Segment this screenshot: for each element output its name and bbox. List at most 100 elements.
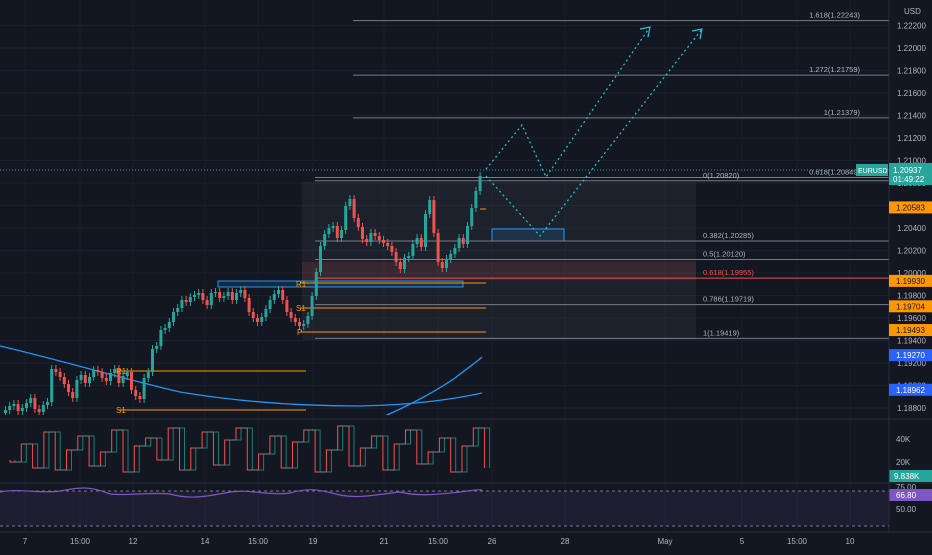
candle-body xyxy=(96,370,100,372)
candle-body xyxy=(155,346,159,349)
arrow-head-icon xyxy=(639,26,651,38)
candle-body xyxy=(37,409,41,412)
rsi-mid-label: 50.00 xyxy=(896,505,917,514)
price-badge xyxy=(889,349,932,362)
time-axis-tick: 28 xyxy=(561,537,570,546)
time-axis-tick: 26 xyxy=(488,537,497,546)
pivot-p-label: P xyxy=(297,328,302,337)
current-price-badge xyxy=(889,163,932,185)
candle-body xyxy=(289,312,293,318)
candle-body xyxy=(415,238,419,244)
price-axis-tick: 1.21800 xyxy=(897,67,926,76)
candle-body xyxy=(4,410,7,413)
arrow-head-icon xyxy=(691,28,703,40)
projection-path-high[interactable] xyxy=(485,26,651,179)
fib-level-label: 0.618(1.19955) xyxy=(703,268,754,277)
time-axis-tick: 15:00 xyxy=(787,537,808,546)
candle-body xyxy=(449,254,453,259)
candle-body xyxy=(365,239,369,242)
candle-body xyxy=(46,402,49,405)
candle-body xyxy=(348,199,352,206)
candle-body xyxy=(125,372,129,376)
price-axis-tick: 1.21400 xyxy=(897,112,926,121)
candle-body xyxy=(79,375,83,380)
projection-path-low[interactable] xyxy=(485,28,703,237)
candle-body xyxy=(209,293,213,305)
candle-body xyxy=(146,372,150,378)
resistance-zone[interactable] xyxy=(217,280,464,288)
price-badge xyxy=(889,324,932,337)
pivot-s1-label: S1 xyxy=(296,304,306,313)
range-box-red xyxy=(302,262,696,280)
candle-body xyxy=(394,252,398,262)
time-axis-tick: 15:00 xyxy=(70,537,91,546)
candle-body xyxy=(306,316,310,324)
grid-lines xyxy=(0,25,889,409)
candle-body xyxy=(134,390,138,396)
candle-body xyxy=(222,296,226,298)
candle-body xyxy=(83,375,87,383)
fib-level-label: 0(1.20820) xyxy=(703,171,740,180)
price-badge-value: 1.19493 xyxy=(896,326,925,335)
price-axis-tick: 1.20400 xyxy=(897,224,926,233)
candle-body xyxy=(25,403,28,408)
price-axis-tick: 1.21600 xyxy=(897,89,926,98)
rsi-value-badge xyxy=(889,489,932,501)
volume-axis-20k: 20K xyxy=(896,458,911,467)
price-badge-value: 1.19270 xyxy=(896,351,925,360)
fib-level-label: 1(1.21379) xyxy=(824,108,861,117)
volume-series xyxy=(14,425,491,473)
candle-body xyxy=(369,233,373,242)
pivot-r1-left-label: R1 xyxy=(116,367,127,376)
price-badge xyxy=(889,274,932,287)
candle-body xyxy=(403,258,406,269)
time-axis-tick: 15:00 xyxy=(428,537,449,546)
time-axis-tick: 5 xyxy=(740,537,745,546)
candle-body xyxy=(88,377,91,383)
candle-body xyxy=(453,248,457,254)
price-badge xyxy=(889,383,932,396)
candle-body xyxy=(310,296,314,316)
candle-body xyxy=(352,199,356,218)
target-zone[interactable] xyxy=(491,228,565,242)
candle-body xyxy=(205,300,209,305)
candlestick-series[interactable] xyxy=(4,172,482,417)
candle-body xyxy=(163,328,167,330)
candle-body xyxy=(117,369,121,383)
candle-body xyxy=(424,214,427,247)
candle-body xyxy=(201,293,205,300)
candle-body xyxy=(20,408,24,411)
candle-body xyxy=(214,292,217,293)
fibonacci-levels[interactable]: 1.618(1.22243) 1.272(1.21759) 1(1.21379) 0.… xyxy=(315,11,889,339)
rsi-line xyxy=(0,487,483,498)
rsi-upper-label: 75.00 xyxy=(896,483,917,492)
candle-body xyxy=(239,290,243,293)
time-axis-tick: May xyxy=(657,537,672,546)
price-axis-tick: 1.19600 xyxy=(897,314,926,323)
price-axis-tick: 1.20200 xyxy=(897,247,926,256)
time-axis-tick: 19 xyxy=(309,537,318,546)
candle-body xyxy=(331,226,335,228)
candle-body xyxy=(130,372,133,390)
time-axis-tick: 21 xyxy=(380,537,389,546)
price-badge xyxy=(889,300,932,313)
candle-body xyxy=(377,236,381,240)
candle-body xyxy=(230,292,234,300)
candle-body xyxy=(243,290,247,298)
fib-level-label: 0.5(1.20120) xyxy=(703,250,746,259)
candle-body xyxy=(411,244,415,256)
candle-body xyxy=(314,272,318,296)
candle-body xyxy=(235,293,238,300)
candle-body xyxy=(323,234,327,246)
candle-body xyxy=(428,200,432,214)
candle-body xyxy=(344,206,348,230)
candle-body xyxy=(407,256,411,258)
candle-body xyxy=(109,373,112,381)
candle-body xyxy=(478,176,482,191)
price-axis-tick: 1.19800 xyxy=(897,292,926,301)
time-axis[interactable]: 7 15:00 12 14 15:00 19 21 15:00 26 28 May 5 15:00 10 xyxy=(23,537,855,546)
candle-body xyxy=(151,349,154,372)
candle-body xyxy=(159,330,163,346)
